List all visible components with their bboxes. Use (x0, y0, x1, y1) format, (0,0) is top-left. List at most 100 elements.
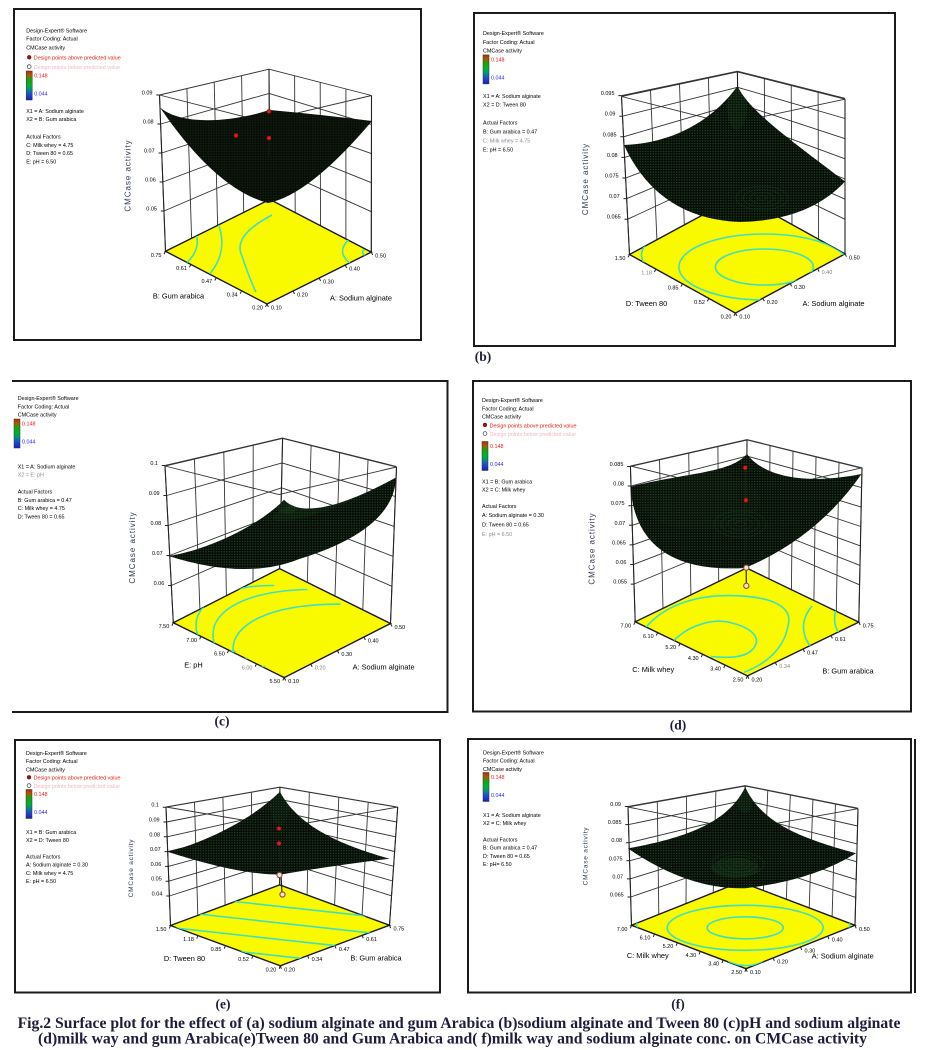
svg-text:0.61: 0.61 (366, 937, 377, 943)
svg-text:7.50: 7.50 (159, 624, 170, 630)
svg-text:0.47: 0.47 (201, 279, 212, 285)
svg-text:6.50: 6.50 (214, 652, 225, 658)
svg-text:0.075: 0.075 (611, 501, 625, 507)
svg-text:0.044: 0.044 (491, 793, 505, 799)
svg-text:0.75: 0.75 (151, 253, 162, 259)
svg-text:E: pH= 6.50: E: pH= 6.50 (483, 862, 512, 868)
svg-text:B: Gum arabica: B: Gum arabica (350, 953, 402, 962)
svg-text:0.40: 0.40 (822, 270, 833, 276)
svg-text:C: Milk whey = 4.75: C: Milk whey = 4.75 (26, 871, 73, 877)
svg-text:Factor Coding: Actual: Factor Coding: Actual (26, 37, 78, 43)
svg-text:CMCase activity: CMCase activity (26, 767, 65, 773)
svg-text:0.52: 0.52 (694, 300, 705, 306)
svg-text:Factor Coding: Actual: Factor Coding: Actual (26, 759, 78, 765)
svg-text:Design points above predicted: Design points above predicted value (34, 56, 121, 62)
svg-text:X2 = D: Tween 80: X2 = D: Tween 80 (483, 103, 526, 109)
svg-text:E: pH: E: pH (184, 661, 202, 670)
svg-text:C: Milk whey: C: Milk whey (627, 951, 669, 960)
svg-text:Design-Expert® Software: Design-Expert® Software (483, 749, 544, 756)
svg-text:0.044: 0.044 (34, 810, 48, 816)
svg-text:C: Milk whey = 4.75: C: Milk whey = 4.75 (18, 506, 65, 512)
svg-text:0.09: 0.09 (149, 491, 160, 497)
svg-text:D: Tween 80 = 0.65: D: Tween 80 = 0.65 (18, 514, 65, 520)
svg-text:X1 = B: Gum arabica: X1 = B: Gum arabica (26, 830, 76, 836)
svg-text:0.148: 0.148 (491, 775, 505, 781)
svg-text:0.20: 0.20 (252, 306, 263, 312)
svg-text:CMCase activity: CMCase activity (483, 49, 522, 55)
svg-text:0.05: 0.05 (151, 877, 162, 883)
svg-text:D: Tween 80: D: Tween 80 (626, 299, 667, 308)
svg-text:(c): (c) (215, 714, 230, 729)
svg-text:CMCase activity: CMCase activity (18, 413, 57, 419)
svg-text:0.61: 0.61 (176, 266, 187, 272)
svg-text:Actual Factors: Actual Factors (483, 121, 518, 127)
svg-text:X1 = A: Sodium alginate: X1 = A: Sodium alginate (483, 94, 541, 100)
svg-text:X1 = B: Gum arabica: X1 = B: Gum arabica (482, 479, 532, 485)
svg-text:0.044: 0.044 (34, 92, 48, 98)
svg-text:1.18: 1.18 (641, 271, 652, 277)
svg-text:0.20: 0.20 (752, 677, 763, 683)
svg-text:Actual Factors: Actual Factors (483, 837, 518, 843)
svg-text:0.30: 0.30 (341, 652, 352, 658)
svg-text:0.07: 0.07 (150, 847, 161, 853)
svg-text:4.30: 4.30 (688, 656, 699, 662)
svg-text:X1 = A: Sodium alginate: X1 = A: Sodium alginate (26, 109, 84, 115)
svg-text:Design-Expert® Software: Design-Expert® Software (26, 750, 87, 757)
svg-text:Design points below predicted: Design points below predicted value (34, 65, 120, 71)
svg-text:0.10: 0.10 (288, 679, 299, 685)
svg-text:X2 = D: Tween 80: X2 = D: Tween 80 (26, 838, 69, 844)
svg-text:X2 = E: pH: X2 = E: pH (18, 472, 44, 478)
svg-text:0.75: 0.75 (863, 624, 874, 630)
svg-text:0.50: 0.50 (849, 255, 860, 261)
svg-text:X1 = A: Sodium alginate: X1 = A: Sodium alginate (18, 464, 76, 470)
svg-text:CMCase activity: CMCase activity (581, 143, 590, 215)
svg-text:C: Milk whey: C: Milk whey (632, 665, 674, 674)
svg-text:0.085: 0.085 (603, 132, 617, 138)
svg-text:7.00: 7.00 (617, 927, 628, 933)
svg-text:Design points above predicted: Design points above predicted value (490, 423, 577, 429)
svg-text:1.18: 1.18 (183, 937, 194, 943)
svg-text:Actual Factors: Actual Factors (18, 489, 53, 495)
svg-text:0.148: 0.148 (34, 74, 48, 80)
svg-text:0.065: 0.065 (612, 540, 626, 546)
svg-text:A: Sodium alginate = 0.30: A: Sodium alginate = 0.30 (26, 863, 88, 869)
svg-text:A: Sodium alginate: A: Sodium alginate (353, 662, 415, 671)
svg-text:(f): (f) (671, 996, 685, 1011)
svg-text:0.1: 0.1 (150, 461, 158, 467)
svg-text:0.20: 0.20 (777, 959, 788, 965)
svg-text:0.075: 0.075 (609, 856, 623, 862)
svg-text:Design points below predicted: Design points below predicted value (490, 432, 576, 438)
svg-text:0.20: 0.20 (297, 293, 308, 299)
svg-text:0.50: 0.50 (375, 254, 386, 260)
svg-text:0.07: 0.07 (152, 551, 163, 557)
svg-text:0.20: 0.20 (266, 967, 277, 973)
svg-text:0.30: 0.30 (805, 949, 816, 955)
svg-text:D: Tween 80 = 0.65: D: Tween 80 = 0.65 (483, 854, 530, 860)
svg-text:A: Sodium alginate = 0.30: A: Sodium alginate = 0.30 (482, 513, 544, 519)
svg-text:0.30: 0.30 (323, 280, 334, 286)
svg-text:D: Tween 80 = 0.65: D: Tween 80 = 0.65 (482, 523, 529, 529)
svg-text:7.00: 7.00 (620, 623, 631, 629)
svg-text:Factor Coding: Actual: Factor Coding: Actual (483, 40, 535, 46)
svg-text:X2 = C: Milk whey: X2 = C: Milk whey (482, 487, 526, 493)
svg-text:Design-Expert® Software: Design-Expert® Software (483, 30, 544, 37)
svg-text:0.47: 0.47 (807, 651, 818, 657)
svg-text:0.04: 0.04 (152, 892, 163, 898)
svg-text:0.09: 0.09 (610, 802, 621, 808)
svg-text:0.044: 0.044 (491, 75, 505, 81)
svg-text:0.40: 0.40 (832, 938, 843, 944)
svg-text:0.148: 0.148 (34, 792, 48, 798)
svg-text:0.07: 0.07 (609, 194, 620, 200)
svg-text:0.085: 0.085 (610, 462, 624, 468)
svg-text:Actual Factors: Actual Factors (26, 854, 61, 860)
svg-text:(d)milk way and gum Arabica(e): (d)milk way and gum Arabica(e)Tween 80 a… (38, 1031, 867, 1048)
svg-text:0.40: 0.40 (349, 267, 360, 273)
svg-text:CMCase activity: CMCase activity (123, 139, 132, 211)
svg-text:0.20: 0.20 (315, 666, 326, 672)
svg-text:0.148: 0.148 (490, 444, 504, 450)
svg-text:CMCase activity: CMCase activity (128, 839, 135, 898)
svg-text:3.40: 3.40 (708, 962, 719, 968)
svg-text:0.30: 0.30 (794, 285, 805, 291)
svg-text:0.065: 0.065 (610, 893, 624, 899)
svg-text:0.09: 0.09 (149, 818, 160, 824)
